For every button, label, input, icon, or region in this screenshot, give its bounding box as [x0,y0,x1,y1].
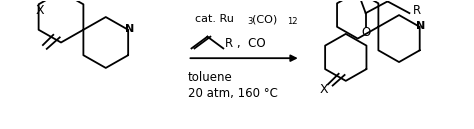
Text: N: N [416,21,425,31]
Text: (CO): (CO) [252,14,277,24]
Text: R ,  CO: R , CO [225,37,266,50]
Text: R: R [412,4,420,17]
Text: X: X [36,4,45,17]
Text: X: X [320,83,328,96]
Text: 12: 12 [287,17,298,26]
Text: cat. Ru: cat. Ru [195,14,234,24]
Text: N: N [125,24,134,34]
Text: toluene: toluene [188,71,232,84]
Text: O: O [361,26,370,39]
Text: 3: 3 [247,17,253,26]
Text: 20 atm, 160 °C: 20 atm, 160 °C [188,87,277,100]
